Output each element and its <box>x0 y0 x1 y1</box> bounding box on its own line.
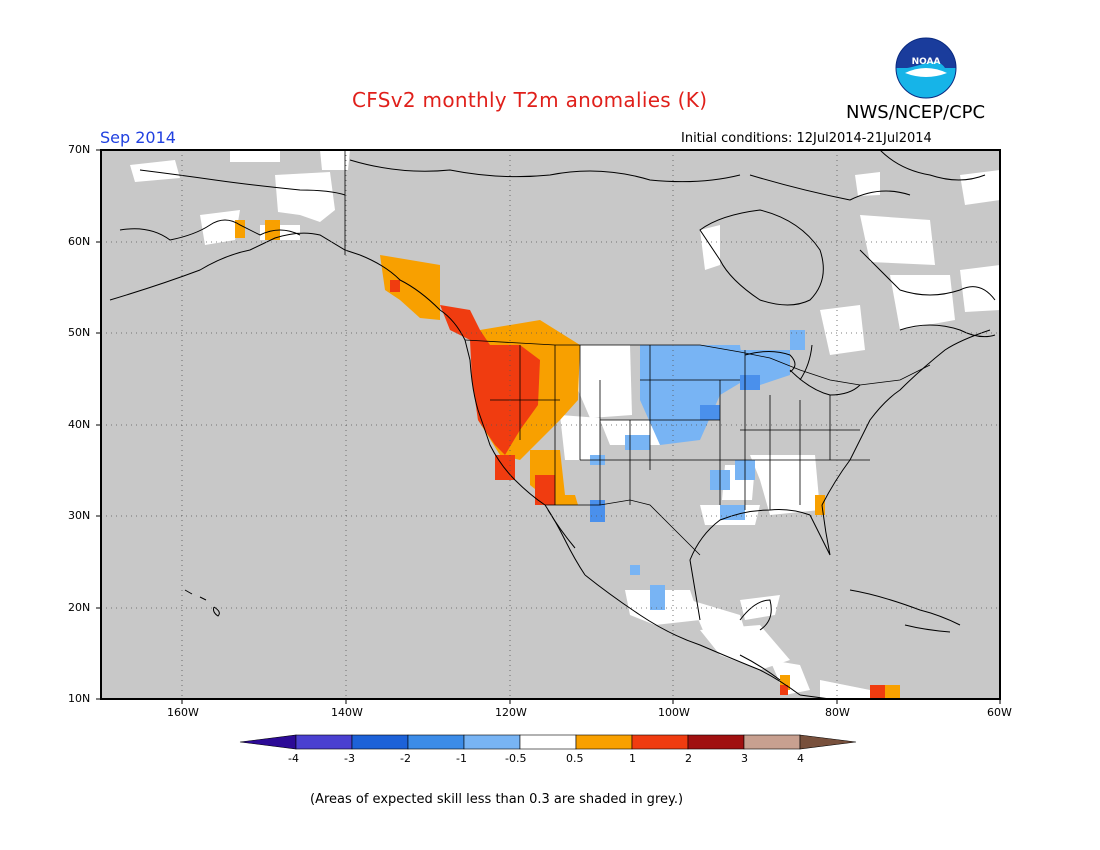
colorbar-label: 4 <box>797 752 804 765</box>
colorbar-label: -0.5 <box>505 752 527 765</box>
colorbar-label: 1 <box>629 752 636 765</box>
colorbar-label: -2 <box>400 752 411 765</box>
forecast-month: Sep 2014 <box>100 128 176 147</box>
lat-label-70n: 70N <box>68 143 91 156</box>
lon-label-160w: 160W <box>167 706 199 719</box>
colorbar-label: 0.5 <box>566 752 584 765</box>
lon-label-100w: 100W <box>658 706 690 719</box>
colorbar-label: -4 <box>288 752 299 765</box>
colorbar-label: 3 <box>741 752 748 765</box>
agency-label: NWS/NCEP/CPC <box>846 102 986 123</box>
lon-label-140w: 140W <box>331 706 363 719</box>
colorbar-label: -3 <box>344 752 355 765</box>
colorbar-swatch <box>407 734 465 750</box>
colorbar-swatch <box>295 734 353 750</box>
skill-footnote: (Areas of expected skill less than 0.3 a… <box>310 792 684 807</box>
lat-label-60n: 60N <box>68 235 91 248</box>
colorbar-swatch <box>351 734 409 750</box>
political-borders <box>344 150 931 556</box>
lat-label-20n: 20N <box>68 601 91 614</box>
colorbar-swatch <box>631 734 689 750</box>
noaa-logo: NOAA <box>895 37 957 99</box>
lat-label-30n: 30N <box>68 509 91 522</box>
colorbar-swatch <box>463 734 521 750</box>
colorbar-label: 2 <box>685 752 692 765</box>
colorbar-label: -1 <box>456 752 467 765</box>
lon-label-60w: 60W <box>987 706 1012 719</box>
colorbar-swatch <box>519 734 577 750</box>
colorbar-swatch <box>687 734 745 750</box>
map-title: CFSv2 monthly T2m anomalies (K) <box>352 88 708 112</box>
colorbar-arrow-high <box>799 734 857 750</box>
colorbar-arrow-low <box>239 734 297 750</box>
lon-label-120w: 120W <box>495 706 527 719</box>
lat-label-10n: 10N <box>68 692 91 705</box>
lat-label-40n: 40N <box>68 418 91 431</box>
colorbar-swatch <box>743 734 801 750</box>
warm-anomaly-regions <box>235 220 900 699</box>
initial-conditions: Initial conditions: 12Jul2014-21Jul2014 <box>681 131 932 146</box>
lon-label-80w: 80W <box>825 706 850 719</box>
colorbar-swatch <box>575 734 633 750</box>
svg-text:NOAA: NOAA <box>912 57 941 67</box>
lat-label-50n: 50N <box>68 326 91 339</box>
coastlines <box>109 150 996 699</box>
